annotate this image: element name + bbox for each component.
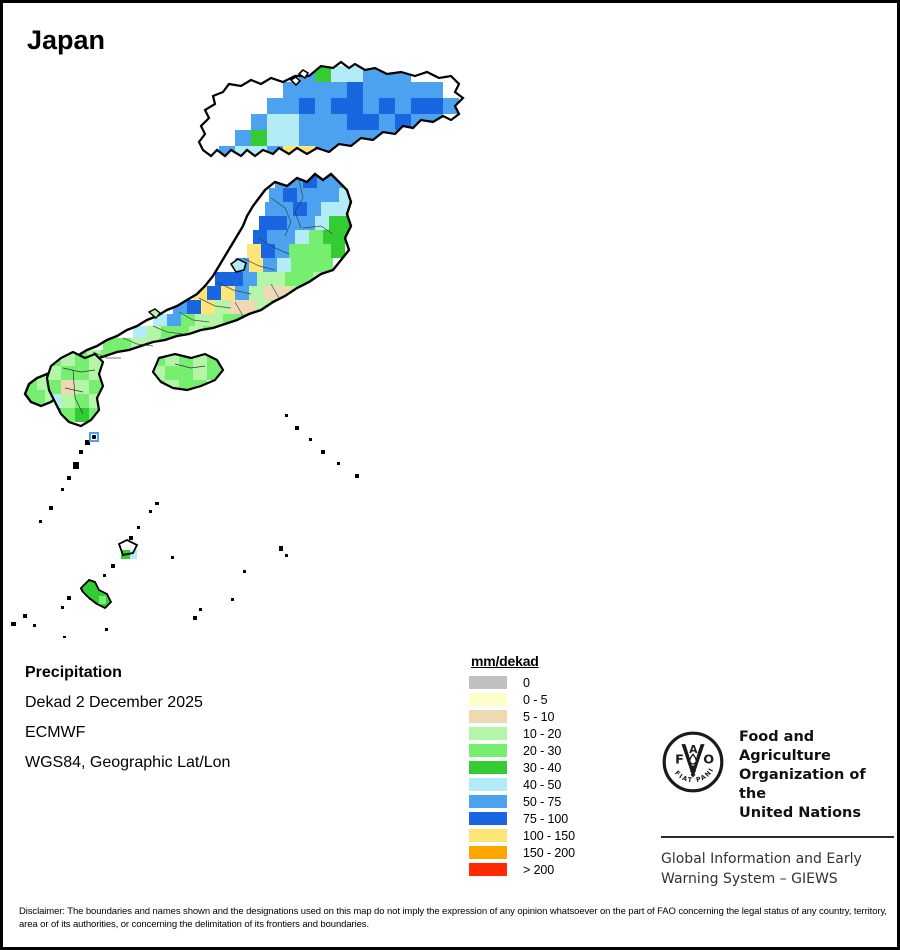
ryukyu-islands [11, 414, 359, 638]
fao-org-line-1: Food and Agriculture [739, 729, 831, 764]
map-canvas[interactable] [3, 58, 897, 638]
legend-row: 0 - 5 [469, 691, 649, 708]
japan-precipitation-map[interactable] [3, 58, 897, 638]
osumi-islands [89, 432, 99, 442]
legend-label: > 200 [523, 862, 555, 877]
legend-swatch [469, 863, 507, 876]
fao-org-line-2: Organization of the [739, 767, 866, 802]
legend-row: 30 - 40 [469, 759, 649, 776]
fao-branding: F A O FIAT PANIS [658, 724, 896, 889]
okinawa-island [79, 578, 113, 610]
page-title: Japan [27, 25, 106, 55]
legend-swatch [469, 710, 507, 723]
region-kyushu [45, 350, 105, 428]
map-info-block: Precipitation Dekad 2 December 2025 ECMW… [25, 658, 445, 778]
scattered-islets [11, 414, 359, 638]
legend-row: 20 - 30 [469, 742, 649, 759]
legend-label: 5 - 10 [523, 709, 555, 724]
legend-row: 50 - 75 [469, 793, 649, 810]
fao-programme-line-1: Global Information and Early [661, 851, 862, 867]
rebun-island [289, 75, 302, 87]
amami-islands [117, 538, 139, 559]
legend-label: 30 - 40 [523, 760, 562, 775]
fao-org-line-3: United Nations [739, 805, 861, 821]
region-hokkaido [197, 60, 465, 158]
map-legend: mm/dekad 0 0 - 5 5 - 10 10 - 20 20 - 30 30 - … [469, 653, 649, 878]
legend-label: 150 - 200 [523, 845, 575, 860]
oki-islands [147, 308, 161, 320]
legend-label: 0 - 5 [523, 692, 548, 707]
legend-label: 40 - 50 [523, 777, 562, 792]
fao-programme-name: Global Information and Early Warning Sys… [661, 849, 896, 889]
legend-row: 150 - 200 [469, 844, 649, 861]
shikoku-prefecture-line [174, 363, 206, 369]
info-projection: WGS84, Geographic Lat/Lon [25, 754, 231, 771]
legend-label: 20 - 30 [523, 743, 562, 758]
legend-label: 10 - 20 [523, 726, 562, 741]
legend-row: 0 [469, 674, 649, 691]
fao-logo-icon: F A O FIAT PANIS [658, 724, 725, 799]
legend-row: 10 - 20 [469, 725, 649, 742]
legend-label: 0 [523, 675, 530, 690]
legend-items: 0 0 - 5 5 - 10 10 - 20 20 - 30 30 - 40 40 - 50… [469, 674, 649, 878]
legend-row: 5 - 10 [469, 708, 649, 725]
info-period: Dekad 2 December 2025 [25, 694, 203, 711]
legend-swatch [469, 795, 507, 808]
disclaimer-text: Disclaimer: The boundaries and names sho… [19, 906, 887, 930]
legend-swatch [469, 727, 507, 740]
rishiri-island [297, 68, 310, 80]
legend-label: 50 - 75 [523, 794, 562, 809]
info-variable: Precipitation [25, 664, 122, 681]
legend-row: 40 - 50 [469, 776, 649, 793]
kyushu-prefecture-lines [62, 367, 96, 415]
legend-title: mm/dekad [471, 653, 539, 669]
fao-divider [661, 836, 894, 838]
legend-swatch [469, 829, 507, 842]
legend-row: 75 - 100 [469, 810, 649, 827]
fao-organization-name: Food and Agriculture Organization of the… [739, 728, 896, 823]
legend-label: 75 - 100 [523, 811, 569, 826]
fao-programme-line-2: Warning System – GIEWS [661, 871, 838, 887]
shikoku-outline [151, 352, 225, 392]
hokkaido-raster [219, 66, 459, 156]
legend-swatch [469, 693, 507, 706]
legend-swatch [469, 846, 507, 859]
kyushu-raster [47, 352, 103, 422]
legend-label: 100 - 150 [523, 828, 575, 843]
legend-row: 100 - 150 [469, 827, 649, 844]
legend-swatch [469, 778, 507, 791]
info-source: ECMWF [25, 724, 86, 741]
kyushu-outline [45, 350, 105, 428]
sado-island [229, 258, 247, 273]
legend-row: > 200 [469, 861, 649, 878]
legend-swatch [469, 761, 507, 774]
svg-text:A: A [689, 743, 698, 756]
svg-text:O: O [703, 752, 714, 767]
region-shikoku [151, 352, 225, 392]
legend-swatch [469, 812, 507, 825]
svg-text:F: F [675, 752, 684, 767]
legend-swatch [469, 744, 507, 757]
hokkaido-outline [197, 60, 465, 158]
legend-swatch [469, 676, 507, 689]
